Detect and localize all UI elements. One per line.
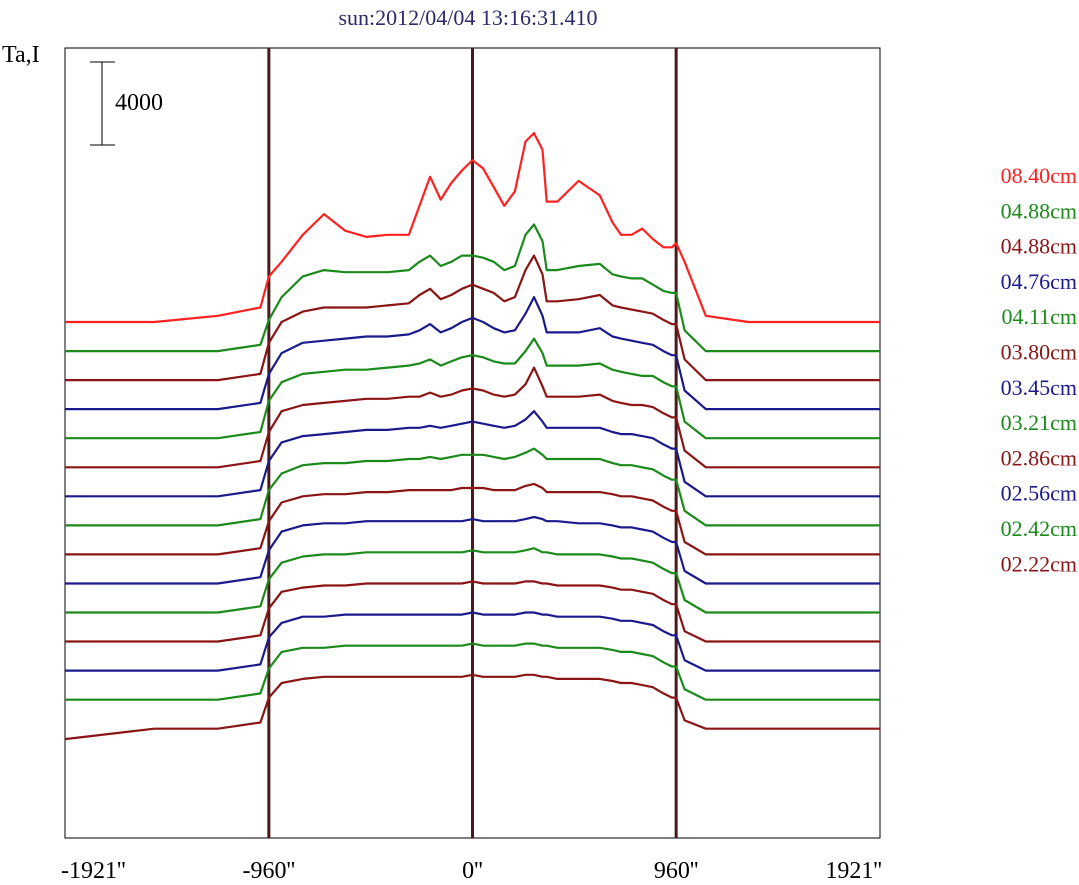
series-line-11 [65,580,880,643]
x-tick-label-4: 1921'' [825,858,882,884]
series-line-14 [64,673,880,741]
vertical-reference-lines [267,48,678,838]
legend-item-9: 02.56cm [1001,481,1077,506]
legend-item-11: 02.22cm [1001,551,1077,576]
series-line-4 [65,337,880,440]
legend: 08.40cm 04.88cm 04.88cm 04.76cm 04.11cm 03.80… [1001,163,1077,576]
x-tick-label-3: 960'' [654,858,699,884]
legend-item-1: 04.88cm [1001,198,1077,223]
legend-item-6: 03.45cm [1001,375,1077,400]
scale-bar-label: 4000 [115,90,163,116]
legend-item-8: 02.86cm [1001,445,1077,470]
series-line-0 [65,132,880,324]
y-axis-label: Ta,I [2,42,40,68]
x-tick-label-0: -1921'' [61,858,126,884]
series-line-5 [65,366,880,469]
x-tick-labels: -1921'' -960'' 0'' 960'' 1921'' [61,858,882,884]
series-line-12 [65,611,880,672]
legend-item-7: 03.21cm [1001,410,1077,435]
series-line-10 [65,547,880,614]
series-line-8 [65,482,880,556]
series-line-3 [65,296,880,411]
series-line-7 [65,447,880,527]
legend-item-0: 08.40cm [1001,163,1077,188]
series-line-1 [65,223,880,353]
chart-title: sun:2012/04/04 13:16:31.410 [338,5,597,30]
x-tick-label-2: 0'' [462,858,483,884]
series-line-9 [65,515,880,585]
series-line-6 [65,410,880,498]
legend-item-5: 03.80cm [1001,340,1077,365]
legend-item-2: 04.88cm [1001,234,1077,259]
series-line-13 [65,642,880,701]
x-tick-label-1: -960'' [243,858,296,884]
legend-item-10: 02.42cm [1001,516,1077,541]
scale-bar: 4000 [90,61,163,146]
series-line-2 [65,254,880,382]
series-lines [64,132,880,741]
legend-item-3: 04.76cm [1001,269,1077,294]
legend-item-4: 04.11cm [1001,304,1077,329]
